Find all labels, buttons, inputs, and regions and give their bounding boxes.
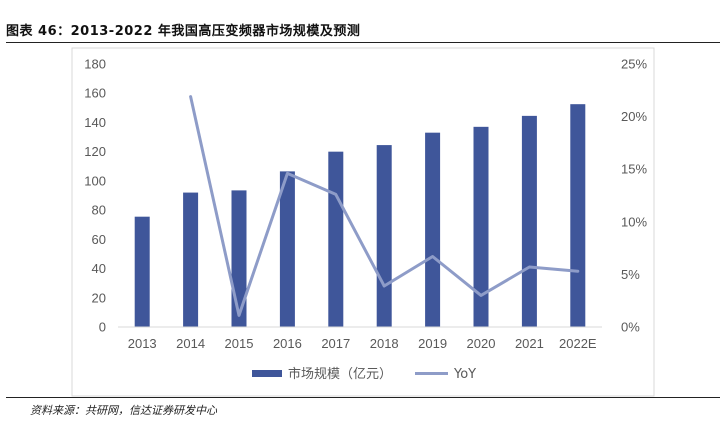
bar	[183, 192, 199, 327]
bar	[134, 216, 150, 327]
bar	[231, 190, 247, 327]
y-left-tick-label: 80	[92, 203, 106, 218]
y-left-tick-label: 40	[92, 261, 106, 276]
bar	[425, 132, 441, 327]
bar	[328, 151, 344, 327]
figure-title: 图表 46：2013-2022 年我国高压变频器市场规模及预测	[6, 24, 361, 39]
y-left-tick-label: 180	[84, 57, 106, 72]
x-tick-label: 2019	[418, 336, 447, 351]
y-right-tick-label: 10%	[621, 214, 647, 229]
x-tick-label: 2015	[225, 336, 254, 351]
bar	[376, 145, 392, 327]
chart-frame	[71, 47, 655, 397]
x-tick-label: 2022E	[559, 336, 597, 351]
x-tick-label: 2017	[321, 336, 350, 351]
x-tick-label: 2013	[128, 336, 157, 351]
y-right-tick-label: 15%	[621, 162, 647, 177]
title-rule	[6, 42, 720, 43]
source-note: 资料来源：共研网，信达证券研发中心	[30, 404, 217, 417]
legend-swatch-bar	[252, 370, 282, 377]
y-left-tick-label: 100	[84, 173, 106, 188]
x-tick-label: 2014	[176, 336, 205, 351]
y-left-tick-label: 0	[99, 320, 106, 335]
bar	[570, 104, 586, 327]
bar	[521, 115, 537, 327]
x-tick-label: 2018	[370, 336, 399, 351]
y-left-tick-label: 20	[92, 290, 106, 305]
y-left-tick-label: 60	[92, 232, 106, 247]
legend-label-line: YoY	[453, 367, 476, 382]
yoy-line	[189, 95, 580, 317]
source-rule	[6, 397, 720, 398]
y-right-tick-label: 0%	[621, 320, 640, 335]
bar	[473, 126, 489, 327]
legend-label-bar: 市场规模（亿元）	[288, 366, 392, 382]
x-tick-label: 2016	[273, 336, 302, 351]
bar	[279, 171, 295, 327]
y-right-tick-label: 25%	[621, 57, 647, 72]
y-left-tick-label: 140	[84, 115, 106, 130]
y-left-tick-label: 120	[84, 144, 106, 159]
y-right-tick-label: 5%	[621, 267, 640, 282]
y-right-tick-label: 20%	[621, 109, 647, 124]
x-tick-label: 2021	[515, 336, 544, 351]
y-left-tick-label: 160	[84, 86, 106, 101]
x-tick-label: 2020	[467, 336, 496, 351]
